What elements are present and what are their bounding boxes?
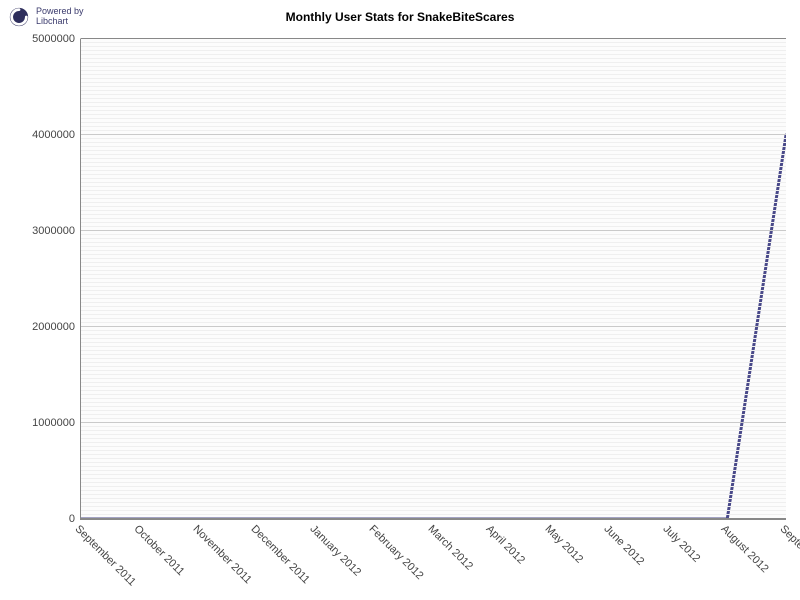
x-tick-label: February 2012 (366, 523, 425, 582)
y-tick-label: 1000000 (32, 417, 81, 429)
x-tick-label: March 2012 (425, 523, 475, 573)
x-tick-label: July 2012 (660, 523, 702, 565)
y-tick-label: 2000000 (32, 321, 81, 333)
x-tick-label: December 2011 (249, 523, 312, 586)
x-tick-label: October 2011 (131, 523, 186, 578)
chart-container: Powered by Libchart Monthly User Stats f… (0, 0, 800, 600)
x-tick-label: August 2012 (719, 523, 771, 575)
x-tick-label: April 2012 (484, 523, 528, 567)
plot-area: September 2011October 2011November 2011D… (80, 38, 786, 520)
x-tick-label: September 2012 (778, 523, 800, 589)
x-tick-label: January 2012 (308, 523, 364, 579)
y-tick-label: 5000000 (32, 33, 81, 45)
y-tick-label: 3000000 (32, 225, 81, 237)
y-tick-label: 4000000 (32, 129, 81, 141)
x-tick-label: May 2012 (543, 523, 586, 566)
y-tick-label: 0 (69, 513, 81, 525)
chart-title: Monthly User Stats for SnakeBiteScares (0, 10, 800, 24)
x-tick-label: September 2011 (73, 523, 138, 588)
line-series (81, 39, 786, 519)
x-tick-label: November 2011 (190, 523, 253, 586)
x-tick-label: June 2012 (601, 523, 646, 568)
